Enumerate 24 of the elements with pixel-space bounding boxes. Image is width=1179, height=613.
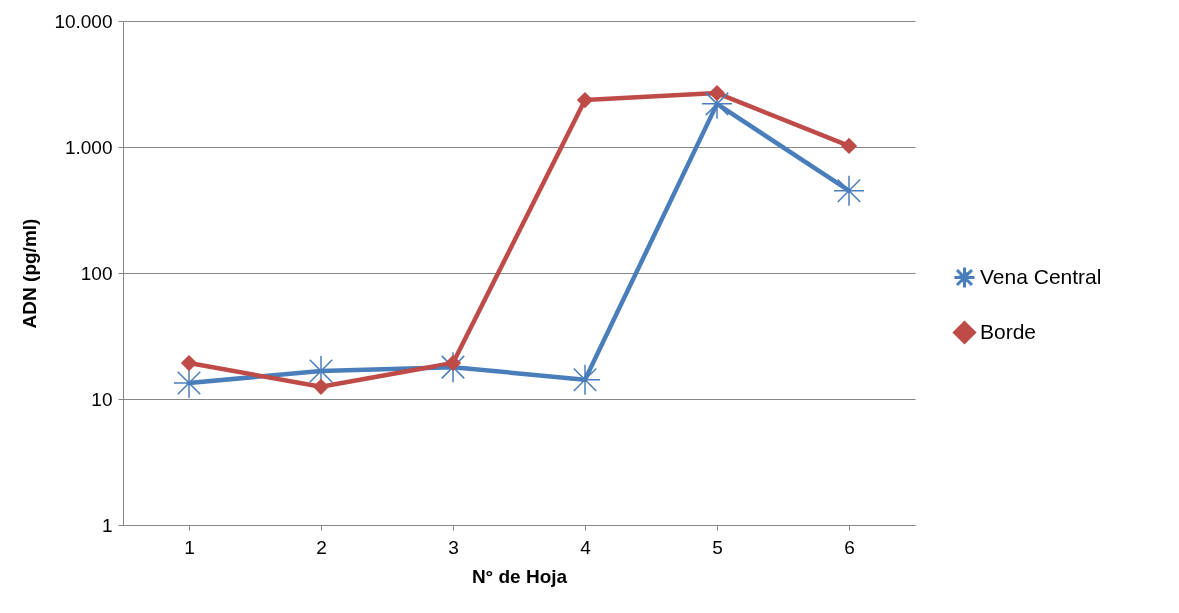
x-tick-label: 6 [844,536,855,558]
x-tick-label: 2 [316,536,327,558]
point [569,364,601,396]
y-tick-label: 10.000 [54,10,113,32]
point [445,355,461,371]
x-tick-label: 3 [448,536,459,558]
point [181,355,197,371]
point [437,351,469,383]
x-axis-title: N° de Hoja [471,565,568,587]
legend-label: Borde [980,319,1037,343]
y-tick-label: 100 [80,262,113,284]
x-tick-label: 1 [184,536,195,558]
x-tick-label: 4 [580,536,592,558]
point [577,92,593,108]
point [313,378,329,395]
y-tick-label: 1.000 [64,136,113,158]
legend-label: Vena Central [980,264,1102,288]
point [709,85,725,101]
x-tick-label: 5 [712,536,723,558]
y-axis-title: ADN (pg/ml) [19,218,41,329]
point [841,138,857,154]
y-tick-label: 10 [91,388,113,410]
y-tick-label: 1 [101,514,113,536]
point [833,174,865,207]
